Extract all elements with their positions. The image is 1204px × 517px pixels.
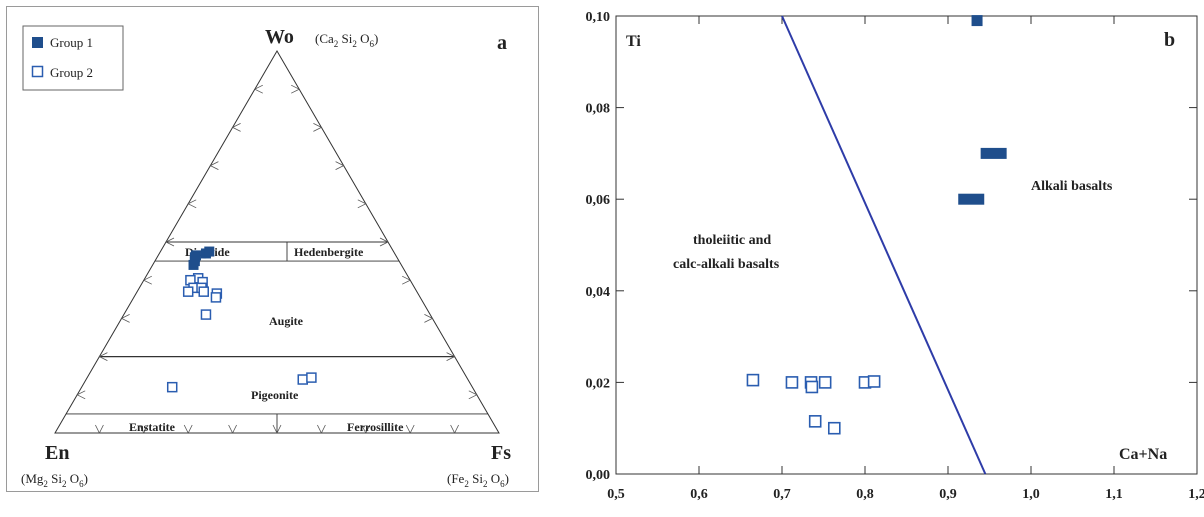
x-tick-label: 0,9: [939, 487, 957, 502]
ti-vs-cana-chart: 0,5 0,6 0,7 0,8 0,9 1,0 1,1 1,2 0,00 0,02 0,04 0,06…: [568, 0, 1204, 512]
group2-point: [829, 423, 840, 434]
bottom-edge-tick: [184, 425, 192, 433]
vertex-label-wo: Wo: [265, 26, 294, 48]
y-tick-label: 0,10: [586, 10, 611, 25]
bottom-edge-tick: [451, 425, 459, 433]
x-tick-label: 0,7: [773, 487, 791, 502]
formula-wo: (Ca2 Si2 O6): [315, 31, 378, 49]
group2-point: [211, 293, 220, 302]
scatter-panel: 0,5 0,6 0,7 0,8 0,9 1,0 1,1 1,2 0,00 0,02 0,04 0,06…: [568, 0, 1204, 512]
group2-point: [199, 287, 208, 296]
field-label-ferrosillite: Ferrosillite: [347, 420, 404, 434]
group1-point: [981, 148, 1007, 159]
x-tick-label: 1,0: [1022, 487, 1040, 502]
group2-point: [810, 416, 821, 427]
vertex-label-en: En: [45, 442, 69, 464]
x-axis-label: Ca+Na: [1119, 446, 1167, 463]
region-label-tholeiitic-line2: calc-alkali basalts: [673, 257, 780, 272]
panel-letter-a: a: [497, 32, 507, 54]
group2-point: [869, 376, 880, 387]
group1-point: [972, 15, 983, 26]
group2-point: [747, 375, 758, 386]
x-tick-label: 1,1: [1105, 487, 1123, 502]
group1-point: [958, 194, 984, 205]
x-tick-label: 1,2: [1188, 487, 1204, 502]
bottom-edge-tick: [229, 425, 237, 433]
ternary-diagram: Group 1 Group 2 a Wo (Ca2 Si2 O6) En (Mg…: [7, 7, 538, 491]
legend: Group 1 Group 2: [23, 26, 123, 90]
y-tick-label: 0,00: [586, 468, 611, 483]
group1-point: [204, 247, 214, 257]
x-tick-label: 0,5: [607, 487, 625, 502]
bottom-edge-tick: [317, 425, 325, 433]
group2-point: [201, 310, 210, 319]
edge-tick-marks: [77, 85, 477, 433]
y-tick-label: 0,02: [586, 376, 611, 391]
x-tick-label: 0,8: [856, 487, 874, 502]
group2-point: [168, 383, 177, 392]
field-label-augite: Augite: [269, 314, 304, 328]
legend-label-group1: Group 1: [50, 35, 93, 50]
y-tick-label: 0,08: [586, 102, 611, 117]
legend-marker-group1: [32, 37, 43, 48]
y-axis-label: Ti: [626, 33, 641, 50]
field-label-hedenbergite: Hedenbergite: [294, 245, 364, 259]
legend-label-group2: Group 2: [50, 65, 93, 80]
bottom-edge-tick: [406, 425, 414, 433]
bottom-edge-tick: [95, 425, 103, 433]
field-boundaries: [66, 242, 488, 433]
ternary-panel: Group 1 Group 2 a Wo (Ca2 Si2 O6) En (Mg…: [6, 6, 539, 492]
group2-point: [786, 377, 797, 388]
region-label-tholeiitic-line1: tholeiitic and: [693, 233, 771, 248]
field-label-pigeonite: Pigeonite: [251, 388, 299, 402]
x-tick-label: 0,6: [690, 487, 708, 502]
formula-fs: (Fe2 Si2 O6): [447, 471, 509, 489]
group2-point: [820, 377, 831, 388]
formula-en: (Mg2 Si2 O6): [21, 471, 88, 489]
region-label-alkali: Alkali basalts: [1031, 179, 1113, 194]
field-label-enstatite: Enstatite: [129, 420, 176, 434]
group2-point: [806, 381, 817, 392]
group1-point: [189, 260, 199, 270]
panel-letter-b: b: [1164, 29, 1175, 51]
group2-point: [298, 375, 307, 384]
vertex-label-fs: Fs: [491, 442, 511, 464]
group2-point: [307, 373, 316, 382]
group2-point: [184, 287, 193, 296]
y-tick-label: 0,04: [586, 285, 611, 300]
y-tick-label: 0,06: [586, 193, 611, 208]
